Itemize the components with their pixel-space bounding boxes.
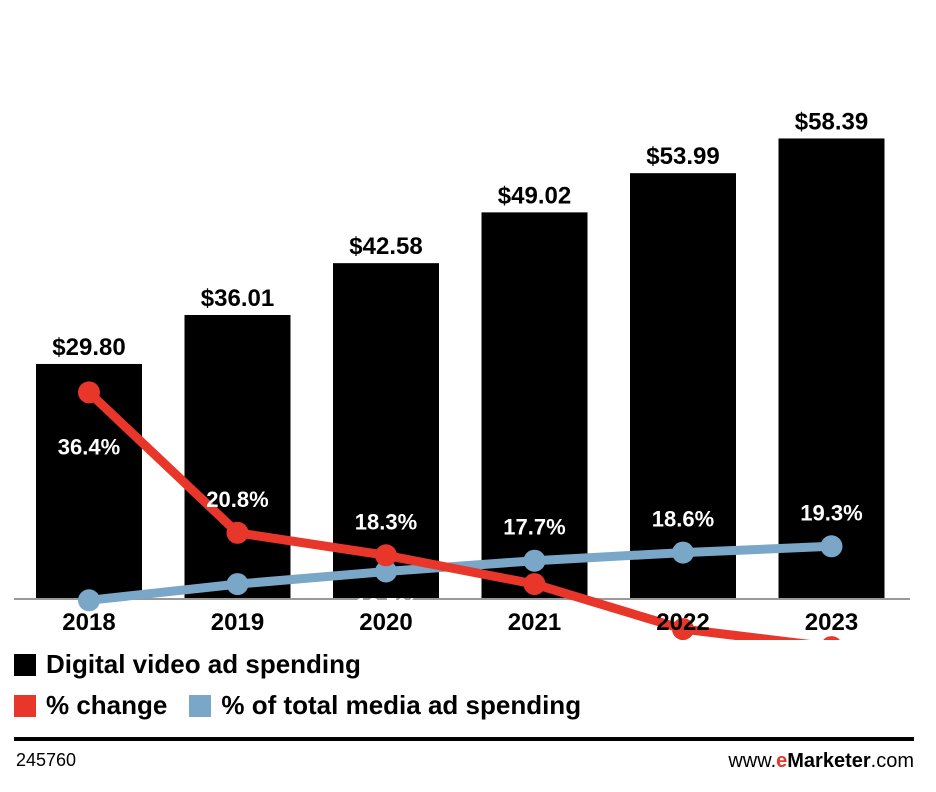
bars-layer [36, 138, 885, 599]
bar-value-label-2018: $29.80 [52, 334, 125, 361]
bar-value-label-2022: $53.99 [646, 143, 719, 170]
point-change-2021 [523, 573, 546, 596]
x-tick-2018: 2018 [62, 609, 115, 636]
chart-id: 245760 [16, 750, 77, 770]
point-label-share-2019: 15.1% [206, 606, 268, 631]
bar-value-label-2020: $42.58 [349, 233, 422, 260]
point-change-2019 [226, 521, 249, 544]
x-tick-2023: 2023 [805, 609, 858, 636]
legend-swatch-change [14, 694, 36, 717]
point-share-2020 [375, 560, 397, 583]
legend-row-lines: % change % of total media ad spending [14, 690, 581, 721]
point-label-share-2021: 17.7% [503, 515, 565, 540]
bar-2021 [481, 212, 588, 599]
brand-name: Marketer [787, 750, 871, 772]
point-label-share-2022: 18.6% [652, 507, 714, 532]
point-label-change-2021: 15.1% [503, 606, 565, 631]
brand-logo: www.eMarketer.com [728, 750, 914, 773]
x-axis-ticks: 2018 2019 2020 2021 2022 2023 [62, 609, 858, 636]
labels-layer: $29.80 $36.01 $42.58 $49.02 $53.99 $58.39 36.4… [52, 108, 868, 640]
lines-layer [78, 381, 843, 640]
x-tick-2022: 2022 [656, 609, 709, 636]
brand-prefix: www. [728, 750, 777, 772]
legend-swatch-bar [14, 653, 36, 676]
legend-label-share: % of total media ad spending [221, 690, 582, 720]
bar-2019 [184, 314, 291, 599]
point-label-share-2020: 16.5% [355, 594, 417, 619]
footer-rule [14, 737, 914, 741]
brand-e: e [776, 750, 788, 772]
point-change-2023 [823, 636, 840, 640]
bar-value-label-2021: $49.02 [498, 182, 571, 209]
point-label-change-2020: 18.3% [355, 509, 417, 534]
x-tick-2021: 2021 [508, 609, 561, 636]
bar-2020 [333, 263, 439, 599]
bar-value-label-2019: $36.01 [201, 285, 274, 312]
legend-label-change: % change [46, 690, 168, 720]
x-tick-2020: 2020 [359, 609, 412, 636]
legend-swatch-share [189, 694, 212, 717]
point-label-share-2018: 13.3% [58, 622, 120, 640]
point-change-2018 [78, 381, 100, 404]
point-label-change-2019: 20.8% [206, 487, 268, 512]
point-share-2023 [820, 535, 843, 558]
bar-2023 [778, 138, 885, 599]
point-share-2022 [672, 541, 694, 564]
point-change-2022 [672, 618, 694, 640]
bar-2022 [630, 173, 736, 599]
line-change [84, 387, 811, 640]
legend-row-bar: Digital video ad spending [14, 649, 361, 680]
bar-value-label-2023: $58.39 [795, 108, 868, 135]
point-change-2020 [375, 544, 397, 567]
point-share-2019 [226, 573, 249, 596]
brand-suffix: .com [870, 750, 914, 772]
legend-label-bar: Digital video ad spending [46, 649, 361, 679]
point-label-share-2023: 19.3% [800, 500, 862, 525]
point-label-change-2018: 36.4% [58, 434, 120, 459]
point-share-2021 [523, 549, 546, 572]
x-tick-2019: 2019 [211, 609, 264, 636]
chart: $29.80 $36.01 $42.58 $49.02 $53.99 $58.39 36.4… [14, 108, 910, 640]
point-share-2018 [78, 589, 100, 612]
